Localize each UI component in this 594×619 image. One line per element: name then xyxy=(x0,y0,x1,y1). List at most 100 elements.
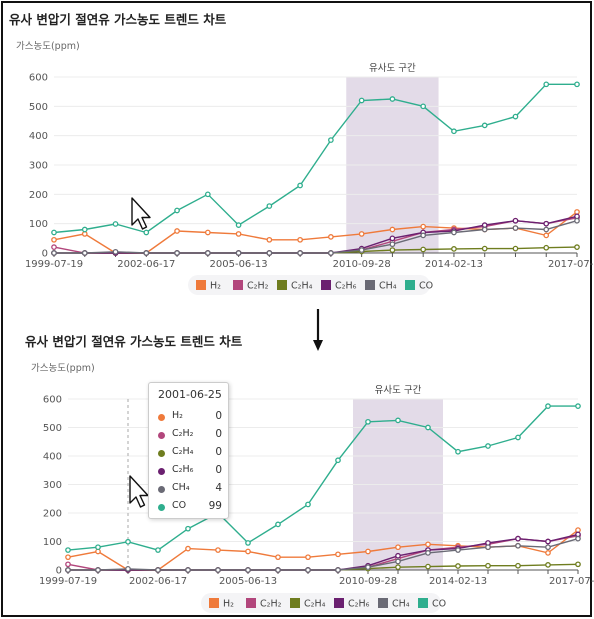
tooltip-series-name: CH₄ xyxy=(172,482,190,493)
chart-svg-before[interactable]: 유사도 구간 가스농도(ppm) 0 100 200 300 400 500 600 1999-0… xyxy=(3,3,594,303)
x-tick-label: 2005-06-13 xyxy=(219,576,277,587)
x-tick-label: 1999-07-19 xyxy=(39,576,97,587)
data-point xyxy=(575,403,581,409)
y-tick-label: 100 xyxy=(29,219,48,230)
x-tick-label: 2010-09-28 xyxy=(339,576,397,587)
data-point xyxy=(275,567,281,573)
y-tick-label: 100 xyxy=(43,537,62,548)
data-point xyxy=(51,236,57,243)
data-point xyxy=(204,229,211,236)
data-point xyxy=(305,501,311,508)
y-tick-label: 600 xyxy=(29,73,48,84)
data-point xyxy=(185,567,191,573)
tooltip-row-c2h2: C₂H₂ 0 xyxy=(158,427,224,443)
mouse-cursor-icon xyxy=(129,475,149,508)
y-tick-label: 400 xyxy=(29,131,48,142)
data-point xyxy=(155,547,161,553)
data-point xyxy=(512,113,519,120)
data-point xyxy=(266,236,273,243)
data-point xyxy=(65,561,71,568)
data-point xyxy=(420,232,427,239)
series-line-c2h6 xyxy=(68,533,579,571)
series-line-ch4 xyxy=(54,220,578,254)
series-line-ch4 xyxy=(68,538,579,571)
tooltip-dot-icon xyxy=(158,414,165,421)
data-point xyxy=(481,222,488,228)
data-point xyxy=(481,226,488,233)
data-point xyxy=(545,538,551,545)
down-arrow-icon xyxy=(313,309,323,351)
data-point xyxy=(112,221,119,227)
data-point xyxy=(515,562,521,569)
legend-item-c2h4: C₂H₄ xyxy=(304,599,326,610)
legend-item-c2h6: C₂H₆ xyxy=(348,599,370,610)
tooltip-dot-icon xyxy=(158,486,165,493)
data-point xyxy=(485,443,491,449)
data-point xyxy=(335,457,341,464)
data-point xyxy=(51,250,57,256)
y-axis-label: 가스농도(ppm) xyxy=(31,363,95,374)
legend-item-ch4: CH₄ xyxy=(379,281,397,292)
data-point xyxy=(297,236,303,243)
hover-tooltip: 2001-06-25 H₂ 0 C₂H₂ 0 C₂H₄ 0 C₂H₆ 0 CH₄… xyxy=(148,382,229,519)
chart-svg-after[interactable]: 유사도 구간가스농도(ppm)01002003004005006001999-0… xyxy=(3,325,594,617)
chart-title: 유사 변압기 절연유 가스농도 트렌드 차트 xyxy=(9,12,227,27)
x-tick-label: 2014-02-13 xyxy=(429,576,487,587)
tooltip-row-ch4: CH₄ 4 xyxy=(158,481,224,497)
data-point xyxy=(235,222,242,228)
data-point xyxy=(543,81,550,88)
legend-item-co: CO xyxy=(419,281,433,292)
x-tick-label: 2014-02-13 xyxy=(425,259,483,270)
tooltip-series-value: 0 xyxy=(215,410,222,422)
data-point xyxy=(245,567,251,573)
data-point xyxy=(574,81,580,88)
tooltip-row-c2h6: C₂H₆ 0 xyxy=(158,463,224,479)
tooltip-series-name: H₂ xyxy=(172,410,183,421)
tooltip-series-name: CO xyxy=(172,500,187,511)
data-point xyxy=(328,234,334,240)
data-point xyxy=(512,245,519,252)
data-point xyxy=(485,562,491,569)
series-line-co xyxy=(53,83,577,234)
tooltip-series-value: 0 xyxy=(215,428,222,440)
data-point xyxy=(215,547,221,553)
data-point xyxy=(425,550,431,556)
legend-swatch xyxy=(290,598,300,608)
data-point xyxy=(574,213,580,220)
tooltip-series-name: C₂H₄ xyxy=(172,446,194,457)
legend-swatch xyxy=(321,280,331,290)
data-point xyxy=(389,96,396,102)
legend-swatch xyxy=(196,280,206,290)
data-point xyxy=(143,250,150,256)
data-point xyxy=(335,567,341,573)
x-tick-label: 2010-09-28 xyxy=(333,259,391,270)
data-point xyxy=(420,103,427,110)
data-point xyxy=(575,561,581,568)
data-point xyxy=(365,564,371,570)
legend-swatch xyxy=(405,280,415,290)
data-point xyxy=(266,250,273,256)
data-point xyxy=(512,225,519,231)
similarity-region-label: 유사도 구간 xyxy=(375,385,422,396)
data-point xyxy=(365,548,371,555)
chart-panel-before: 유사 변압기 절연유 가스농도 트렌드 차트 유사도 구간 가스농도(ppm) 0 1… xyxy=(3,3,594,303)
data-point xyxy=(297,182,303,189)
tooltip-series-value: 4 xyxy=(215,482,222,494)
data-point xyxy=(185,525,191,532)
data-point xyxy=(328,250,334,256)
data-point xyxy=(512,217,519,224)
legend-item-co: CO xyxy=(432,599,446,610)
y-tick-label: 400 xyxy=(43,452,62,463)
x-tick-label: 2017-07-26 xyxy=(548,259,594,270)
data-point xyxy=(143,229,150,236)
data-point xyxy=(245,548,251,555)
tooltip-row-co: CO 99 xyxy=(158,499,224,515)
data-point xyxy=(65,567,71,573)
data-point xyxy=(395,552,401,559)
data-point xyxy=(395,564,401,570)
data-point xyxy=(455,563,461,569)
data-point xyxy=(420,223,427,230)
data-point xyxy=(543,220,550,227)
legend-swatch xyxy=(233,280,243,290)
